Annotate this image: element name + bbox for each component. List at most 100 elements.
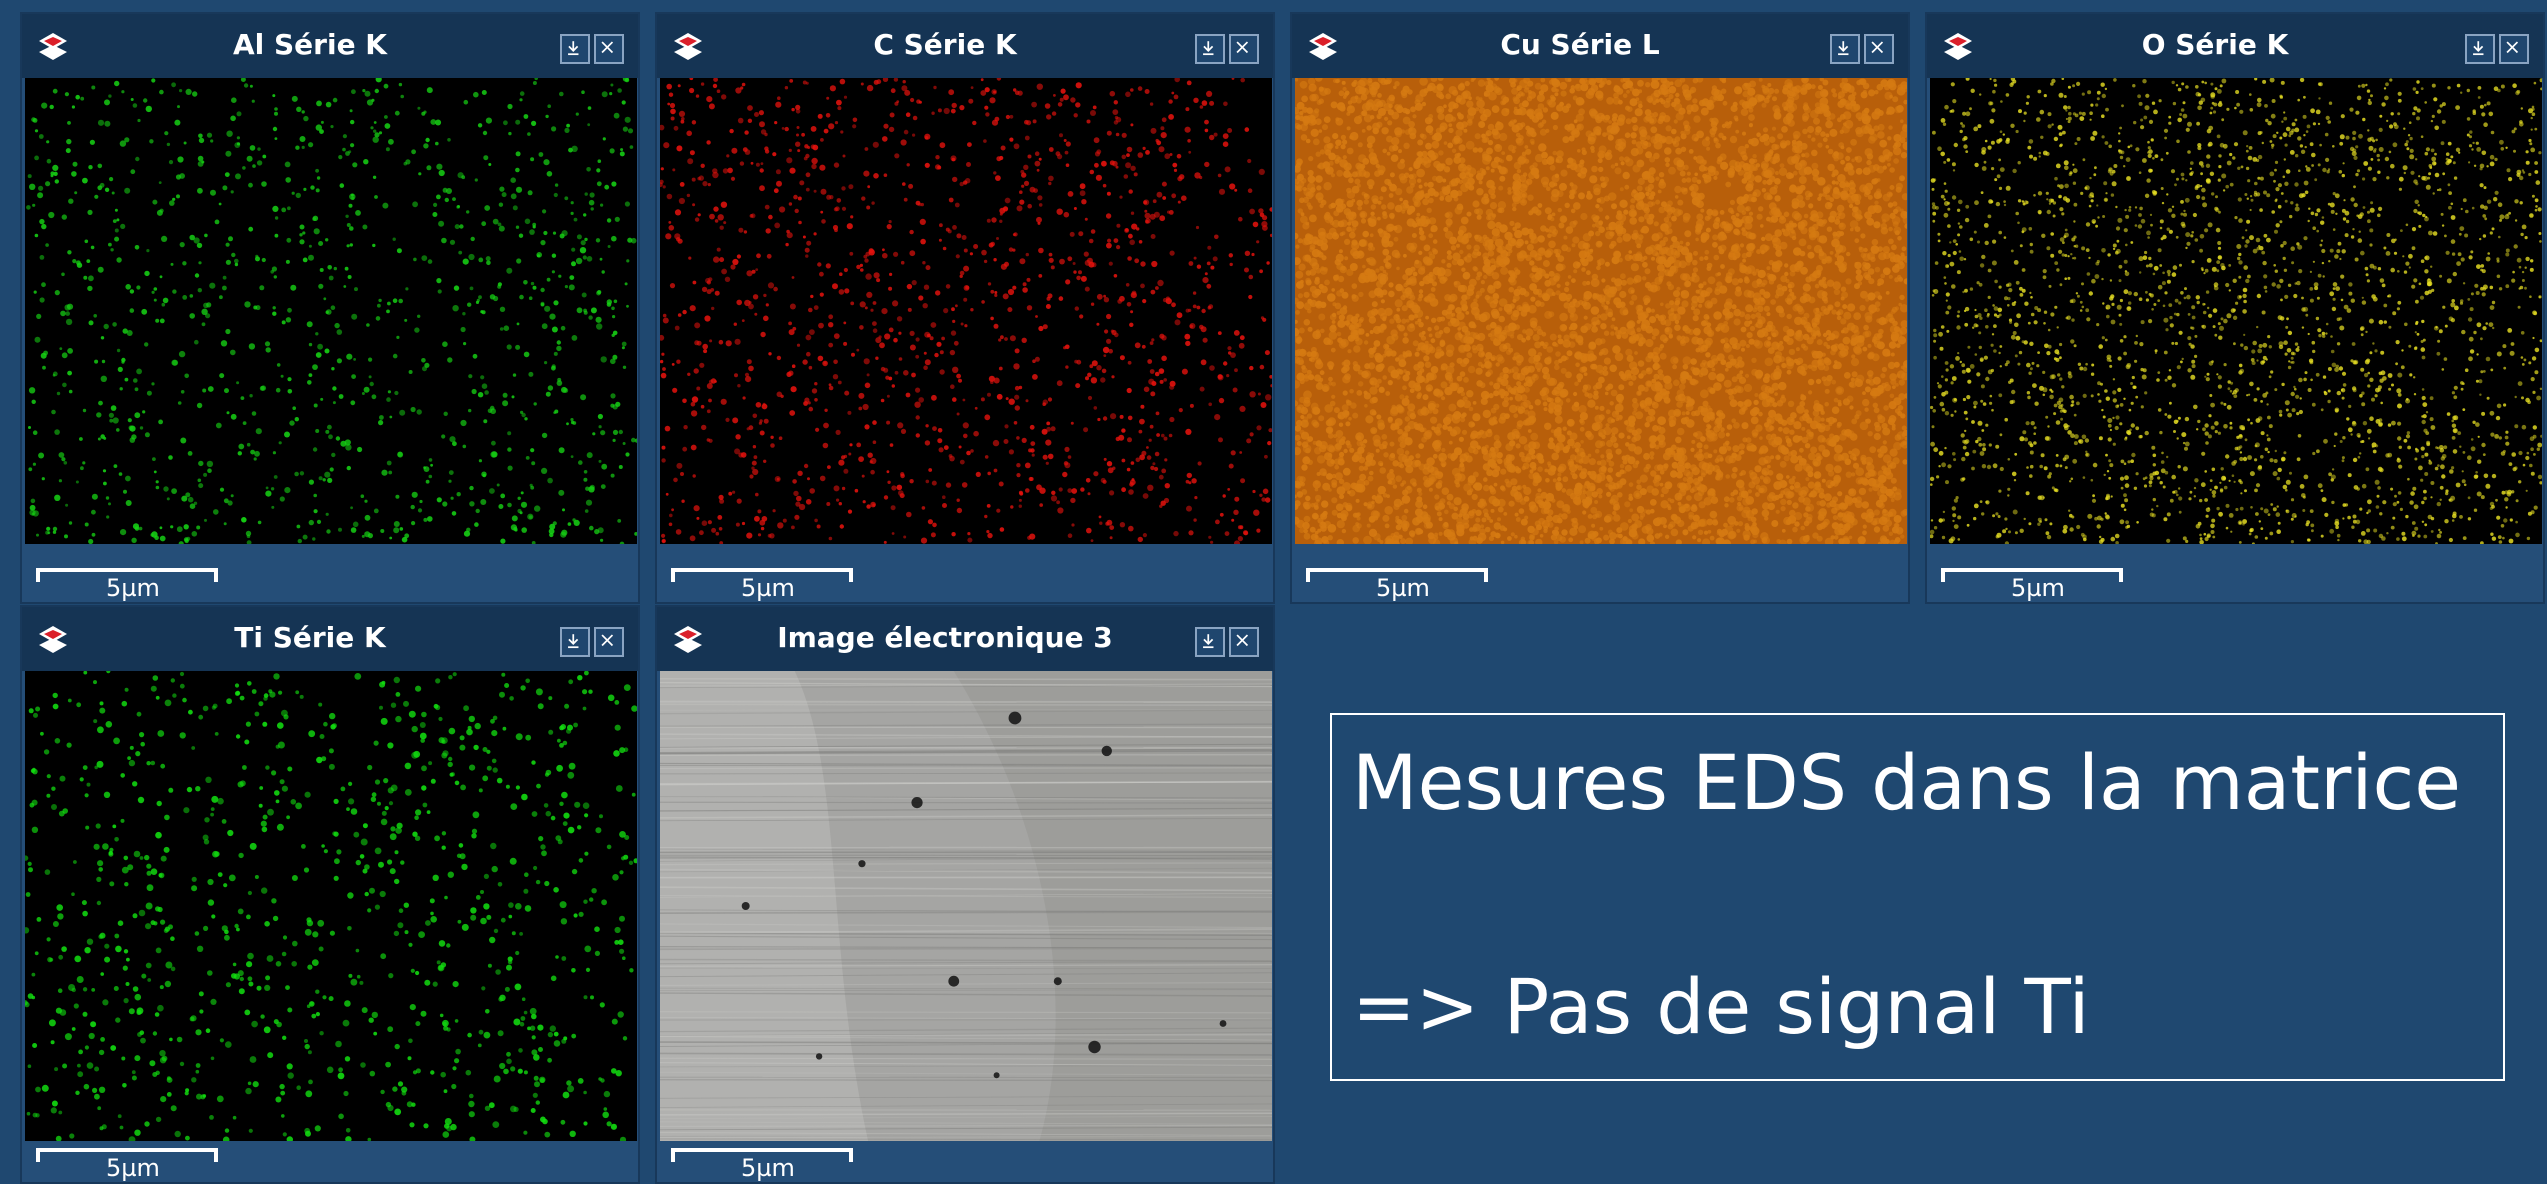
eds-signal-dot [773, 286, 778, 292]
eds-signal-dot [674, 209, 682, 216]
eds-signal-dot [540, 240, 546, 246]
eds-signal-dot [1003, 439, 1009, 444]
eds-signal-dot [1380, 239, 1386, 244]
eds-signal-dot [809, 329, 815, 335]
eds-signal-dot [161, 235, 168, 242]
eds-signal-dot [1902, 123, 1907, 129]
eds-signal-dot [1441, 463, 1446, 468]
eds-signal-dot [965, 285, 970, 290]
eds-signal-dot [610, 393, 616, 399]
eds-signal-dot [545, 114, 549, 119]
eds-signal-dot [1780, 498, 1787, 506]
eds-signal-dot [896, 484, 903, 491]
eds-signal-dot [120, 529, 127, 536]
eds-signal-dot [489, 294, 496, 300]
eds-signal-dot [80, 96, 85, 101]
eds-signal-dot [54, 494, 61, 501]
eds-signal-dot [1750, 526, 1760, 536]
eds-signal-dot [1197, 461, 1202, 466]
eds-signal-dot [52, 530, 57, 534]
eds-signal-dot [1130, 123, 1134, 127]
eds-signal-dot [272, 205, 279, 212]
eds-signal-dot [1879, 445, 1888, 454]
eds-signal-dot [506, 344, 512, 350]
eds-signal-dot [1238, 342, 1245, 349]
eds-signal-dot [346, 244, 350, 248]
eds-signal-dot [1733, 115, 1739, 121]
eds-signal-dot [1458, 225, 1467, 234]
eds-signal-dot [1473, 267, 1479, 272]
eds-signal-dot [755, 492, 759, 497]
eds-signal-dot [1518, 508, 1525, 514]
eds-signal-dot [1749, 444, 1757, 452]
eds-signal-dot [742, 396, 746, 400]
close-button[interactable] [1864, 34, 1894, 64]
eds-signal-dot [927, 519, 933, 525]
eds-signal-dot [833, 162, 840, 168]
eds-signal-dot [1249, 432, 1254, 437]
layers-icon[interactable] [36, 29, 70, 63]
eds-signal-dot [1207, 245, 1212, 250]
eds-signal-dot [448, 470, 454, 475]
eds-signal-dot [1125, 228, 1129, 232]
eds-signal-dot [1793, 212, 1802, 221]
eds-signal-dot [91, 509, 96, 515]
eds-signal-dot [1521, 180, 1530, 188]
eds-signal-dot [993, 323, 999, 329]
eds-signal-dot [332, 97, 338, 103]
eds-signal-dot [1168, 99, 1173, 104]
dock-button[interactable] [1830, 34, 1860, 64]
eds-signal-dot [1692, 315, 1699, 322]
eds-signal-dot [67, 370, 72, 376]
eds-signal-dot [1269, 375, 1272, 379]
dock-button[interactable] [560, 34, 590, 64]
eds-signal-dot [614, 216, 620, 222]
eds-signal-dot [956, 412, 960, 416]
eds-signal-dot [1314, 494, 1322, 502]
eds-signal-dot [100, 375, 108, 382]
eds-signal-dot [939, 223, 943, 228]
eds-signal-dot [708, 398, 712, 403]
layers-icon[interactable] [1306, 29, 1340, 63]
scale-label: 5µm [106, 574, 160, 602]
eds-signal-dot [1064, 462, 1071, 469]
eds-signal-dot [1810, 446, 1818, 454]
eds-signal-dot [987, 471, 991, 476]
eds-signal-dot [1080, 487, 1085, 492]
eds-signal-dot [943, 445, 949, 450]
eds-signal-dot [1346, 268, 1354, 276]
eds-signal-dot [521, 527, 527, 533]
close-button[interactable] [1229, 34, 1259, 64]
eds-signal-dot [276, 363, 281, 367]
eds-signal-dot [1904, 393, 1907, 399]
eds-signal-dot [580, 394, 587, 401]
eds-signal-dot [795, 104, 801, 110]
eds-signal-dot [1096, 365, 1102, 371]
eds-signal-dot [797, 196, 802, 201]
eds-signal-dot [395, 494, 400, 499]
eds-signal-dot [1239, 335, 1245, 341]
eds-signal-dot [1158, 146, 1165, 153]
eds-signal-dot [725, 340, 732, 347]
eds-signal-dot [1184, 333, 1191, 340]
eds-signal-dot [1904, 436, 1907, 441]
eds-signal-dot [129, 289, 135, 294]
eds-signal-dot [1456, 375, 1463, 382]
eds-signal-dot [145, 105, 152, 113]
eds-signal-dot [1655, 176, 1660, 181]
close-button[interactable] [594, 34, 624, 64]
eds-signal-dot [76, 262, 83, 268]
eds-signal-dot [139, 426, 144, 430]
eds-signal-dot [1028, 448, 1033, 453]
eds-signal-dot [1664, 534, 1670, 539]
dock-button[interactable] [1195, 34, 1225, 64]
eds-signal-dot [1598, 145, 1607, 154]
eds-signal-dot [362, 89, 366, 93]
eds-signal-dot [394, 390, 399, 396]
eds-signal-dot [516, 258, 522, 264]
eds-signal-dot [1185, 308, 1190, 313]
eds-signal-dot [814, 382, 818, 386]
eds-signal-dot [168, 160, 174, 165]
layers-icon[interactable] [671, 29, 705, 63]
eds-signal-dot [1741, 227, 1746, 232]
